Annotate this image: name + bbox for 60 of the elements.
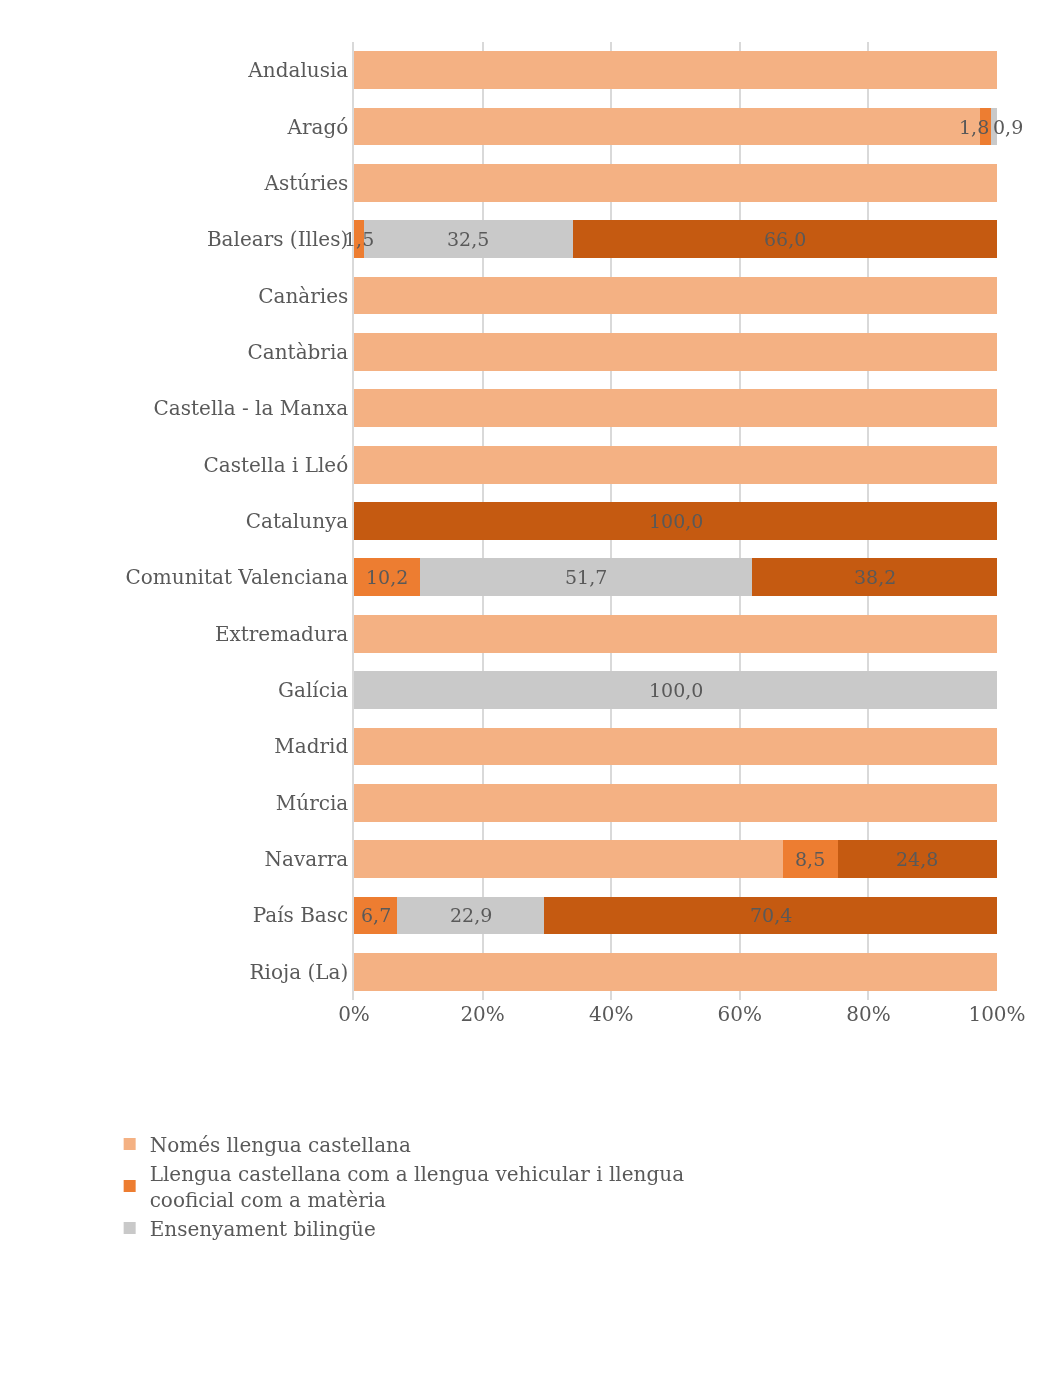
y-tick-label: Comunitat Valenciana — [125, 565, 349, 590]
bar — [354, 276, 997, 315]
data-label: 66,0 — [764, 228, 807, 250]
y-tick-label: Madrid — [274, 734, 349, 759]
y-tick-label: Rioja (La) — [249, 959, 349, 984]
y-tick-label: Navarra — [264, 847, 349, 872]
data-label: 32,5 — [447, 228, 490, 250]
y-tick-label: Castella - la Manxa — [153, 396, 349, 421]
data-label: 38,2 — [854, 566, 897, 588]
data-label: 10,2 — [366, 566, 409, 588]
bar — [397, 896, 545, 935]
bar — [354, 614, 997, 653]
bar — [782, 840, 838, 878]
bar — [354, 333, 997, 371]
x-tick-label: 0% — [338, 1002, 370, 1026]
y-tick-label: Andalusia — [247, 58, 349, 83]
bar — [354, 783, 997, 822]
legend-label: Ensenyament bilingüe — [149, 1216, 376, 1241]
data-label: 0,9 — [993, 116, 1024, 138]
bar — [354, 727, 997, 766]
x-tick-label: 80% — [846, 1002, 891, 1026]
x-tick-label: 20% — [460, 1002, 505, 1026]
y-tick-label: Galícia — [278, 678, 349, 703]
y-tick-label: Catalunya — [245, 509, 349, 533]
bar — [354, 558, 420, 597]
y-tick-label: Extremadura — [214, 621, 349, 646]
bar — [354, 952, 997, 991]
bar — [419, 558, 753, 597]
legend-label: Llengua castellana com a llengua vehicular i llengua cooficial com a matèria — [149, 1161, 685, 1212]
data-label: 22,9 — [450, 904, 493, 926]
data-label: 8,5 — [795, 848, 826, 870]
bar — [354, 671, 997, 709]
bar — [837, 840, 997, 878]
y-tick-label: Castella i Lleó — [203, 452, 349, 477]
bar — [354, 164, 997, 202]
y-tick-label: Astúries — [263, 170, 349, 195]
data-label: 24,8 — [896, 848, 939, 870]
y-tick-label: Canàries — [258, 283, 349, 308]
x-tick-label: 100% — [968, 1002, 1026, 1026]
y-tick-label: Aragó — [286, 114, 349, 139]
y-tick-label: Múrcia — [275, 790, 349, 815]
data-label: 1,8 — [959, 116, 990, 138]
bar — [544, 896, 997, 935]
y-tick-label: Cantàbria — [247, 339, 349, 364]
bar — [752, 558, 997, 597]
bar — [354, 51, 997, 90]
x-tick-label: 60% — [717, 1002, 763, 1026]
data-label: 51,7 — [565, 566, 608, 588]
y-tick-label: País Basc — [252, 903, 349, 928]
data-label: 6,7 — [361, 904, 392, 926]
legend-label: Només llengua castellana — [149, 1132, 411, 1157]
data-label: 100,0 — [649, 510, 704, 532]
bar — [354, 445, 997, 484]
data-label: 100,0 — [649, 679, 704, 701]
data-label: 70,4 — [750, 904, 793, 926]
x-tick-label: 40% — [588, 1002, 634, 1026]
bar — [354, 502, 997, 540]
bar — [354, 389, 997, 428]
bar — [572, 220, 997, 259]
bar — [354, 840, 783, 878]
